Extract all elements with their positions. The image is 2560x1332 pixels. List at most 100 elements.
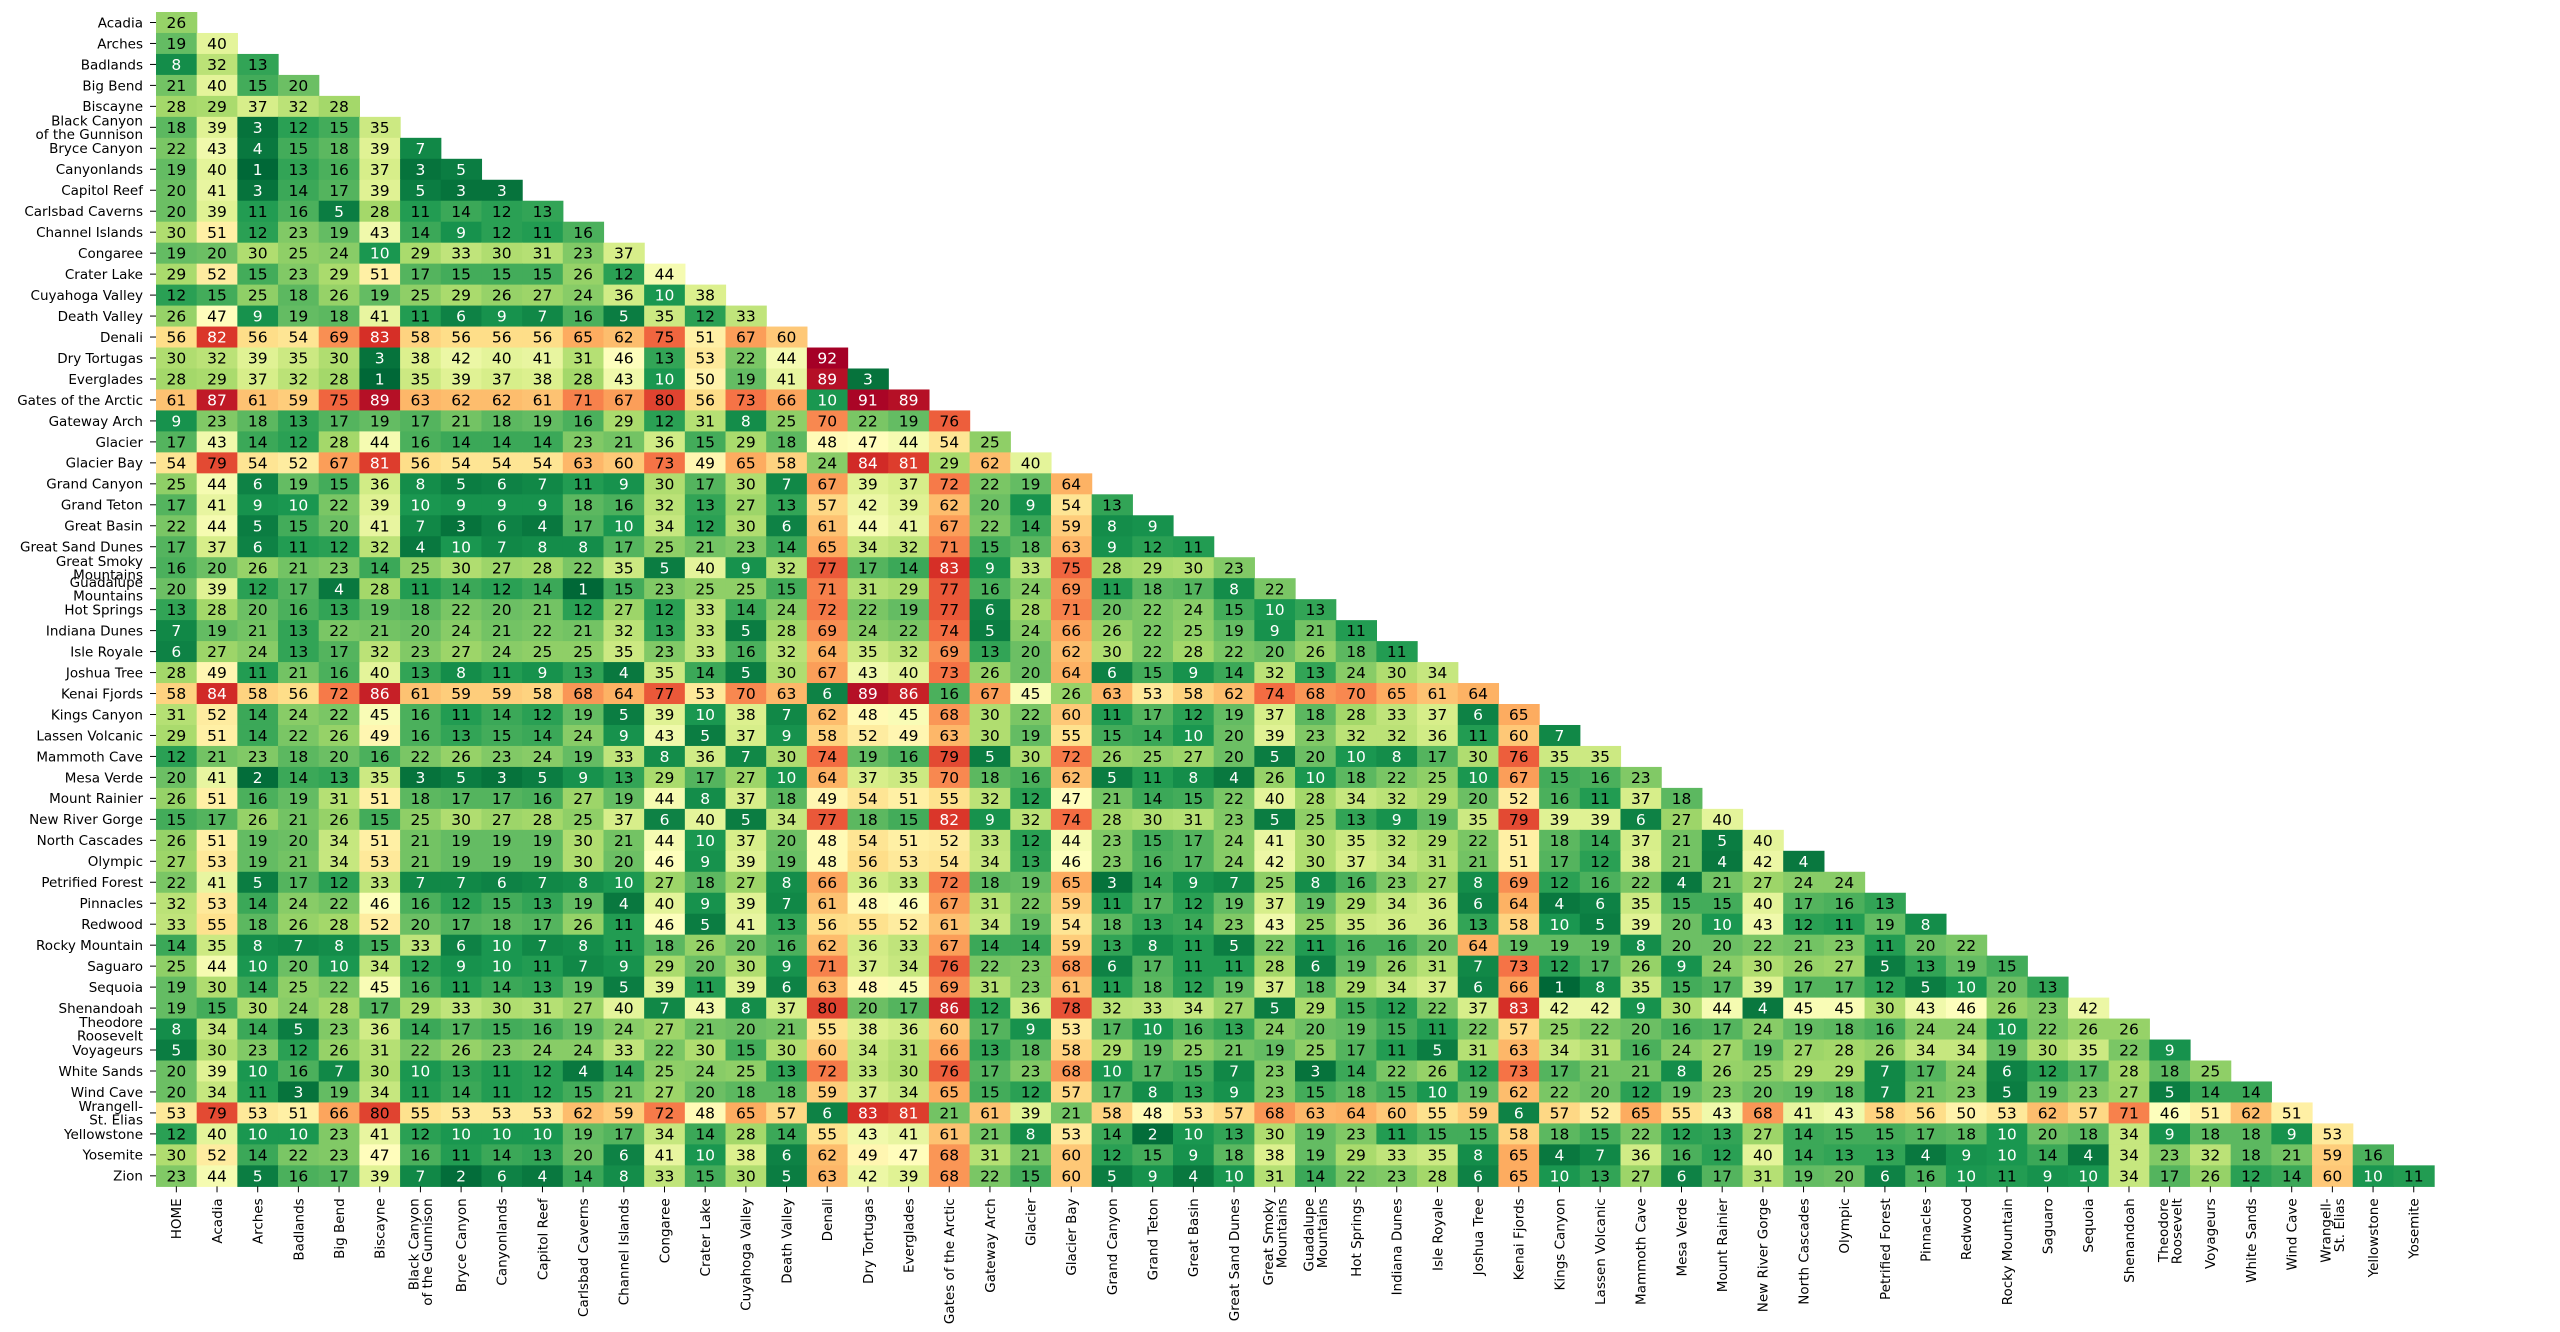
cell-value-label: 15 bbox=[573, 1084, 593, 1102]
heatmap-cell bbox=[725, 305, 767, 328]
cell-value-label: 5 bbox=[660, 559, 670, 577]
cell-value-label: 23 bbox=[207, 412, 227, 430]
cell-value-label: 17 bbox=[1712, 1021, 1732, 1039]
cell-value-label: 3 bbox=[1107, 874, 1117, 892]
cell-value-label: 8 bbox=[619, 1167, 629, 1185]
cell-value-label: 51 bbox=[1509, 853, 1529, 871]
heatmap-cell bbox=[603, 578, 645, 600]
cell-value-label: 26 bbox=[1875, 1042, 1895, 1060]
cell-value-label: 67 bbox=[939, 895, 959, 913]
cell-value-label: 33 bbox=[858, 1063, 878, 1081]
cell-value-label: 62 bbox=[1061, 643, 1081, 661]
cell-value-label: 14 bbox=[1143, 790, 1163, 808]
cell-value-label: 15 bbox=[248, 266, 268, 284]
cell-value-label: 35 bbox=[655, 308, 675, 326]
cell-value-label: 14 bbox=[451, 433, 471, 451]
cell-value-label: 5 bbox=[1921, 979, 1931, 997]
cell-value-label: 10 bbox=[492, 1125, 512, 1143]
cell-value-label: 48 bbox=[817, 433, 837, 451]
heatmap-cell bbox=[156, 53, 198, 76]
cell-value-label: 84 bbox=[858, 454, 878, 472]
cell-value-label: 22 bbox=[1468, 832, 1488, 850]
cell-value-label: 51 bbox=[207, 727, 227, 745]
cell-value-label: 6 bbox=[1880, 1167, 1890, 1185]
cell-value-label: 13 bbox=[533, 203, 553, 221]
cell-value-label: 9 bbox=[578, 769, 588, 787]
heatmap-cell bbox=[481, 578, 523, 600]
heatmap-cell bbox=[237, 347, 279, 370]
cell-value-label: 10 bbox=[1183, 727, 1203, 745]
column-label: Gates of the Arctic bbox=[942, 1198, 958, 1324]
cell-value-label: 19 bbox=[573, 1125, 593, 1143]
cell-value-label: 44 bbox=[655, 832, 675, 850]
cell-value-label: 24 bbox=[817, 454, 837, 472]
heatmap-cell bbox=[806, 494, 849, 516]
cell-value-label: 5 bbox=[1595, 916, 1605, 934]
cell-value-label: 82 bbox=[207, 329, 227, 347]
cell-value-label: 12 bbox=[411, 958, 431, 976]
cell-value-label: 21 bbox=[289, 811, 309, 829]
cell-value-label: 10 bbox=[411, 1063, 431, 1081]
cell-value-label: 19 bbox=[1875, 916, 1895, 934]
cell-value-label: 30 bbox=[573, 832, 593, 850]
cell-value-label: 12 bbox=[1183, 979, 1203, 997]
cell-value-label: 18 bbox=[248, 412, 268, 430]
cell-value-label: 14 bbox=[492, 706, 512, 724]
cell-value-label: 13 bbox=[533, 979, 553, 997]
heatmap-cell bbox=[481, 452, 523, 474]
cell-value-label: 16 bbox=[1550, 790, 1570, 808]
heatmap-cell bbox=[806, 452, 849, 474]
cell-value-label: 25 bbox=[289, 979, 309, 997]
cell-value-label: 4 bbox=[1799, 853, 1809, 871]
cell-value-label: 16 bbox=[411, 727, 431, 745]
cell-value-label: 8 bbox=[578, 937, 588, 955]
cell-value-label: 21 bbox=[289, 664, 309, 682]
heatmap-cell bbox=[237, 263, 279, 286]
cell-value-label: 8 bbox=[171, 1021, 181, 1039]
cell-value-label: 22 bbox=[980, 1167, 1000, 1185]
cell-value-label: 12 bbox=[655, 601, 675, 619]
cell-value-label: 6 bbox=[1677, 1167, 1687, 1185]
heatmap-cell bbox=[522, 536, 564, 558]
cell-value-label: 17 bbox=[899, 1000, 919, 1018]
cell-value-label: 51 bbox=[370, 790, 390, 808]
cell-value-label: 8 bbox=[253, 937, 263, 955]
cell-value-label: 69 bbox=[939, 979, 959, 997]
cell-value-label: 8 bbox=[171, 56, 181, 74]
cell-value-label: 80 bbox=[370, 1105, 390, 1123]
cell-value-label: 11 bbox=[411, 1084, 431, 1102]
cell-value-label: 31 bbox=[1428, 958, 1448, 976]
cell-value-label: 21 bbox=[1061, 1105, 1081, 1123]
cell-value-label: 32 bbox=[899, 538, 919, 556]
cell-value-label: 21 bbox=[289, 853, 309, 871]
cell-value-label: 52 bbox=[207, 266, 227, 284]
heatmap-cell bbox=[156, 200, 198, 223]
cell-value-label: 32 bbox=[614, 622, 634, 640]
cell-value-label: 86 bbox=[939, 1000, 959, 1018]
cell-value-label: 31 bbox=[329, 790, 349, 808]
cell-value-label: 67 bbox=[939, 937, 959, 955]
heatmap-cell bbox=[196, 557, 238, 579]
cell-value-label: 14 bbox=[1306, 1167, 1326, 1185]
cell-value-label: 18 bbox=[695, 874, 715, 892]
cell-value-label: 37 bbox=[899, 475, 919, 493]
cell-value-label: 32 bbox=[2200, 1146, 2220, 1164]
heatmap-cell bbox=[847, 494, 889, 516]
heatmap-cell bbox=[928, 494, 971, 516]
cell-value-label: 28 bbox=[1306, 790, 1326, 808]
cell-value-label: 39 bbox=[736, 853, 756, 871]
cell-value-label: 15 bbox=[370, 937, 390, 955]
heatmap-cell bbox=[237, 410, 279, 432]
heatmap-cell bbox=[522, 200, 564, 223]
cell-value-label: 53 bbox=[2323, 1125, 2343, 1143]
cell-value-label: 9 bbox=[1188, 664, 1198, 682]
cell-value-label: 28 bbox=[1102, 811, 1122, 829]
cell-value-label: 25 bbox=[1265, 874, 1285, 892]
cell-value-label: 24 bbox=[695, 1063, 715, 1081]
column-label: Indiana Dunes bbox=[1390, 1198, 1406, 1295]
column-label: Acadia bbox=[210, 1198, 226, 1243]
cell-value-label: 20 bbox=[1753, 1084, 1773, 1102]
cell-value-label: 37 bbox=[1631, 790, 1651, 808]
cell-value-label: 15 bbox=[1183, 1063, 1203, 1081]
cell-value-label: 20 bbox=[1021, 664, 1041, 682]
